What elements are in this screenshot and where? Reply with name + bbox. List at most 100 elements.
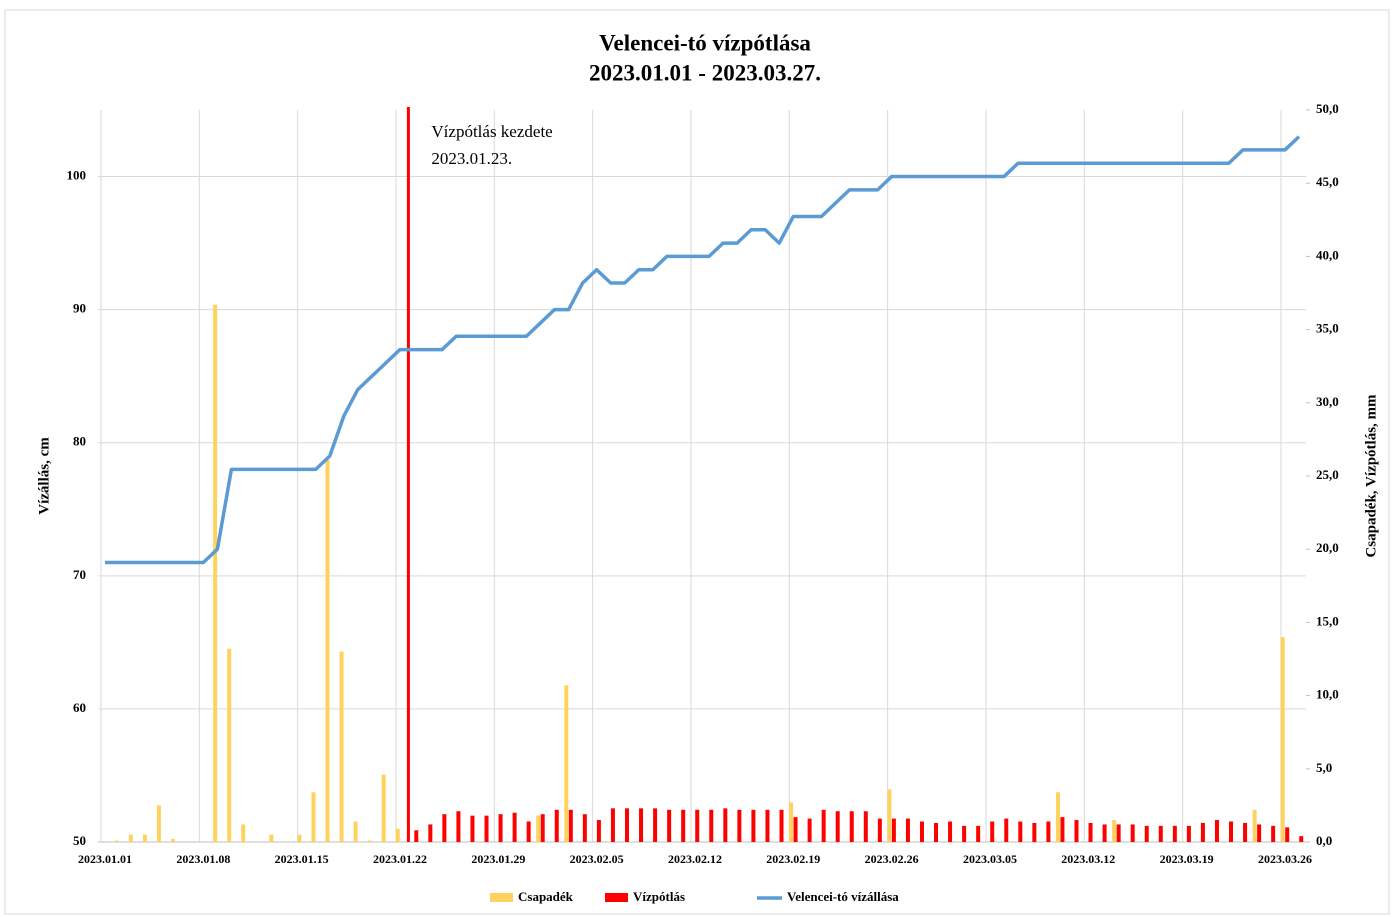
x-tick-label: 2023.01.22 bbox=[373, 852, 427, 866]
bar bbox=[1004, 818, 1009, 842]
bar bbox=[414, 830, 419, 842]
bar bbox=[568, 809, 573, 842]
chart-border bbox=[4, 9, 1390, 915]
bar bbox=[540, 814, 545, 842]
x-tick-label: 2023.01.08 bbox=[176, 852, 230, 866]
y2-tick-label: 30,0 bbox=[1316, 394, 1339, 409]
y-tick-label: 90 bbox=[73, 301, 86, 316]
bar bbox=[241, 824, 246, 842]
bar bbox=[709, 809, 714, 842]
x-tick-label: 2023.01.29 bbox=[471, 852, 525, 866]
y-axis-title: Vízállás, cm bbox=[36, 437, 52, 515]
bar bbox=[227, 648, 232, 842]
bar bbox=[863, 811, 868, 842]
x-tick-label: 2023.02.26 bbox=[865, 852, 919, 866]
legend-swatch bbox=[490, 893, 513, 902]
bar bbox=[976, 825, 981, 842]
legend-label: Vízpótlás bbox=[633, 889, 685, 904]
x-tick-label: 2023.02.05 bbox=[570, 852, 624, 866]
legend-label: Csapadék bbox=[518, 889, 574, 904]
bar bbox=[990, 821, 995, 842]
bar bbox=[610, 808, 615, 842]
x-tick-label: 2023.02.12 bbox=[668, 852, 722, 866]
bar bbox=[919, 821, 924, 842]
x-tick-label: 2023.01.01 bbox=[78, 852, 132, 866]
bar bbox=[353, 821, 358, 842]
bar bbox=[1116, 824, 1121, 842]
legend-swatch bbox=[605, 893, 628, 902]
bar bbox=[887, 789, 892, 842]
bar bbox=[681, 809, 686, 842]
bar bbox=[905, 818, 910, 842]
bar bbox=[948, 821, 953, 842]
y-tick-label: 70 bbox=[73, 567, 86, 582]
bar bbox=[1252, 809, 1257, 842]
x-tick-label: 2023.03.26 bbox=[1258, 852, 1312, 866]
y-tick-label: 100 bbox=[67, 168, 87, 183]
bar bbox=[821, 809, 826, 842]
bar bbox=[751, 809, 756, 842]
bar bbox=[639, 808, 644, 842]
y2-tick-label: 35,0 bbox=[1316, 321, 1339, 336]
bar bbox=[1088, 822, 1093, 842]
bar bbox=[1060, 817, 1065, 842]
bar bbox=[1285, 827, 1290, 842]
x-tick-label: 2023.01.15 bbox=[275, 852, 329, 866]
bar bbox=[835, 811, 840, 842]
x-tick-label: 2023.03.12 bbox=[1061, 852, 1115, 866]
bar bbox=[170, 839, 175, 842]
bar bbox=[1046, 821, 1051, 842]
y2-tick-label: 15,0 bbox=[1316, 613, 1339, 628]
bar bbox=[765, 809, 770, 842]
bar bbox=[891, 818, 896, 842]
bar bbox=[624, 808, 629, 842]
bar bbox=[1200, 822, 1205, 842]
bar bbox=[1299, 836, 1304, 842]
bar bbox=[269, 834, 274, 842]
y2-tick-label: 20,0 bbox=[1316, 540, 1339, 555]
y-tick-label: 60 bbox=[73, 700, 86, 715]
y2-tick-label: 10,0 bbox=[1316, 687, 1339, 702]
bar bbox=[1214, 820, 1219, 842]
bar bbox=[1055, 792, 1060, 842]
bar bbox=[456, 811, 461, 842]
line bbox=[105, 135, 1301, 565]
x-tick-label: 2023.02.19 bbox=[766, 852, 820, 866]
bar bbox=[807, 818, 812, 842]
y-tick-label: 80 bbox=[73, 434, 86, 449]
y2-tick-label: 25,0 bbox=[1316, 467, 1339, 482]
bar bbox=[156, 805, 161, 842]
bar bbox=[596, 820, 601, 842]
annotation: 2023.01.23. bbox=[431, 149, 512, 168]
y-tick-label: 50 bbox=[73, 833, 86, 848]
bar bbox=[1074, 820, 1079, 842]
bar bbox=[789, 802, 794, 842]
y2-tick-label: 50,0 bbox=[1316, 101, 1339, 116]
bar bbox=[484, 815, 489, 842]
bar bbox=[213, 304, 218, 842]
y2-tick-label: 40,0 bbox=[1316, 247, 1339, 262]
bar bbox=[536, 815, 541, 842]
bar bbox=[1158, 825, 1163, 842]
bar bbox=[395, 828, 400, 842]
bar bbox=[470, 815, 475, 842]
bar bbox=[554, 809, 559, 842]
chart-title: Velencei-tó vízpótlása bbox=[599, 30, 811, 55]
bar bbox=[297, 834, 302, 842]
y2-axis-title: Csapadék, Vízpótlás, mm bbox=[1363, 394, 1379, 558]
bar bbox=[723, 808, 728, 842]
bar bbox=[381, 774, 386, 842]
bar bbox=[582, 814, 587, 842]
bar bbox=[1229, 821, 1234, 842]
bar bbox=[1112, 820, 1117, 842]
bar bbox=[849, 811, 854, 842]
bar bbox=[877, 818, 882, 842]
bar bbox=[498, 814, 503, 842]
legend-label: Velencei-tó vízállása bbox=[787, 889, 899, 904]
bar bbox=[1130, 824, 1135, 842]
bar bbox=[128, 834, 133, 842]
bar bbox=[311, 792, 316, 842]
bar bbox=[934, 822, 939, 842]
bar bbox=[1186, 825, 1191, 842]
